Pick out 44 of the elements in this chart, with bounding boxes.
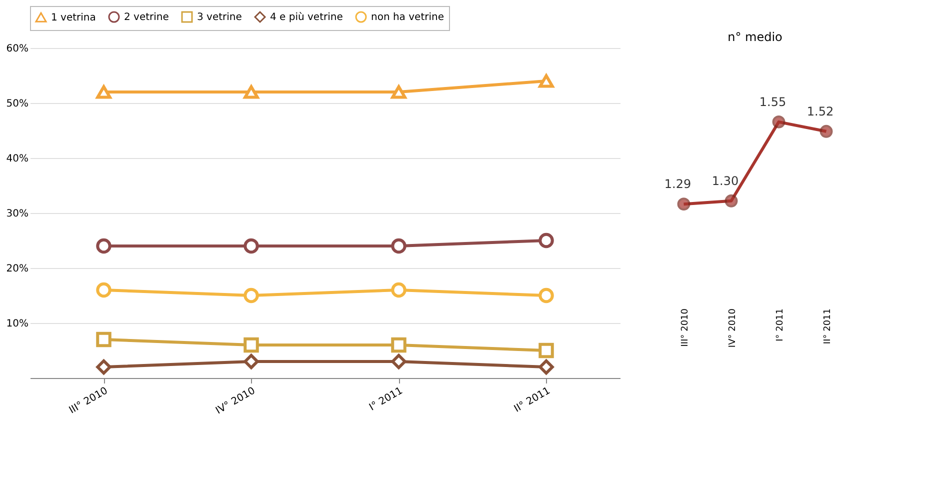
x-tick-label: III° 2010: [680, 308, 690, 347]
point: [538, 74, 554, 88]
point: [244, 85, 259, 99]
x-tick-label: II° 2011: [822, 308, 833, 344]
data-label: 1.30: [712, 174, 739, 188]
point: [677, 198, 690, 211]
y-tick-label: 20%: [6, 264, 28, 274]
y-tick-label: 60%: [6, 44, 28, 54]
legend-label: 2 vetrine: [124, 12, 169, 23]
point: [391, 282, 406, 298]
legend-label: 1 vetrina: [51, 12, 96, 24]
point: [244, 238, 259, 254]
point: [538, 232, 554, 248]
point: [820, 124, 833, 138]
data-label: 1.55: [759, 94, 786, 109]
y-tick-label: 30%: [6, 208, 28, 220]
legend-label: 4 e più vetrine: [270, 12, 343, 23]
point: [391, 354, 406, 370]
data-label: 1.29: [664, 177, 692, 192]
point: [391, 85, 406, 99]
x-tick-label: I° 2011: [775, 308, 786, 342]
point: [96, 238, 112, 254]
chart-title: n° medio: [728, 30, 782, 44]
y-tick-label: 40%: [6, 154, 28, 164]
legend-label: 3 vetrine: [197, 12, 242, 23]
point: [772, 115, 786, 128]
point: [391, 337, 406, 353]
y-tick-label: 10%: [6, 318, 28, 330]
y-tick-label: 50%: [6, 98, 28, 110]
point: [96, 282, 112, 298]
point: [538, 359, 554, 375]
legend-label: non ha vetrine: [371, 12, 444, 23]
point: [96, 359, 112, 375]
point: [724, 194, 738, 208]
point: [96, 332, 112, 348]
data-label: 1.52: [806, 104, 834, 118]
point: [538, 342, 554, 358]
point: [391, 238, 406, 254]
point: [96, 85, 112, 99]
point: [538, 288, 554, 304]
point: [244, 354, 259, 370]
point: [244, 337, 259, 353]
x-tick-label: IV° 2010: [728, 308, 738, 348]
point: [244, 288, 259, 304]
